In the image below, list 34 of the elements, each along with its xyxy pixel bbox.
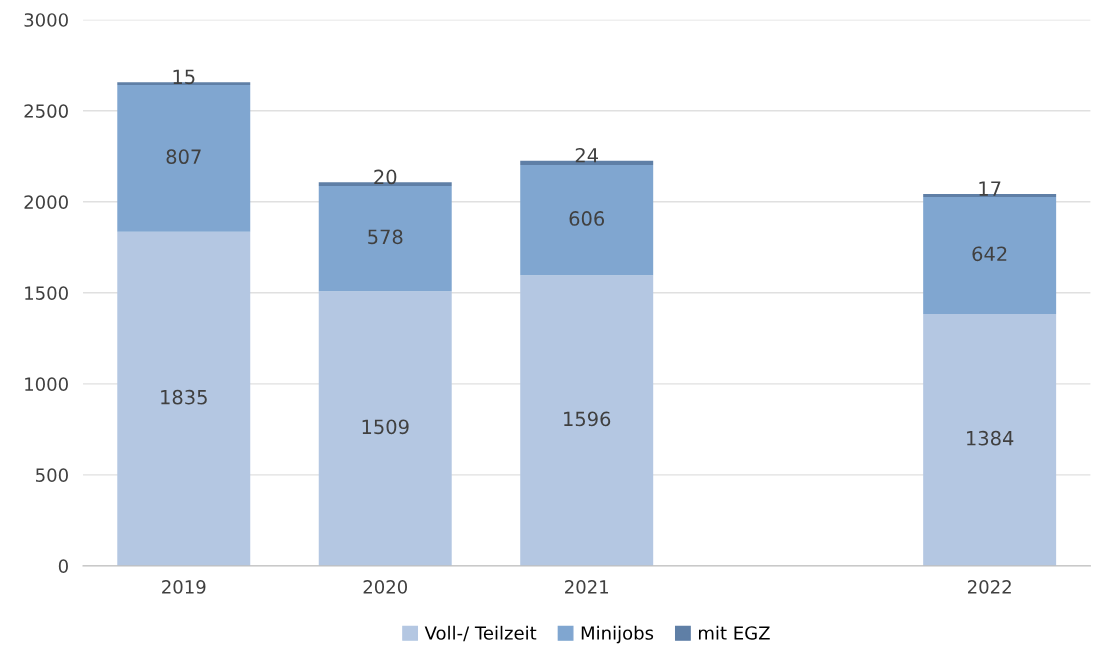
data-label: 606 (569, 211, 605, 226)
bar (923, 197, 1057, 314)
x-tick-label: 2019 (162, 580, 206, 594)
bar (318, 185, 452, 292)
legend-label: mit EGZ (698, 625, 770, 640)
x-tick-label: 2021 (565, 580, 609, 594)
x-tick-label: 2022 (968, 580, 1011, 594)
legend-label: Minijobs (581, 625, 654, 644)
data-label: 642 (972, 246, 1007, 262)
data-label: 1835 (161, 389, 207, 405)
y-tick-label: 500 (36, 468, 68, 482)
data-label: 807 (166, 149, 201, 165)
data-label: 1596 (564, 411, 611, 427)
data-label: 24 (575, 147, 598, 163)
y-tick-label: 3000 (24, 13, 68, 27)
bar (117, 231, 251, 566)
data-label: 17 (979, 181, 1001, 196)
y-tick-label: 0 (58, 559, 68, 573)
bar (318, 291, 452, 566)
data-label: 1509 (362, 419, 409, 435)
y-tick-label: 1500 (25, 286, 68, 300)
x-tick-label: 2020 (363, 580, 408, 594)
bar (520, 275, 654, 566)
data-label: 20 (374, 169, 397, 185)
legend-label: Voll-/ Teilzeit (424, 625, 537, 642)
bar (923, 313, 1057, 566)
y-tick-label: 2000 (24, 195, 68, 209)
bar (520, 165, 654, 276)
bar (117, 84, 251, 232)
data-label: 15 (173, 69, 195, 85)
data-label: 578 (368, 229, 403, 245)
y-tick-label: 1000 (25, 377, 68, 391)
data-label: 1384 (967, 430, 1014, 446)
y-tick-label: 2500 (24, 104, 68, 118)
